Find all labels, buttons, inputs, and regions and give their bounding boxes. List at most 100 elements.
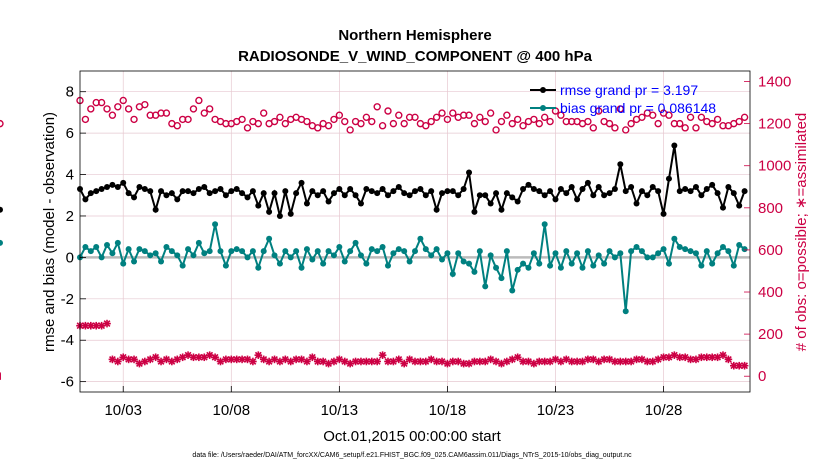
rmse-point (439, 190, 446, 197)
bias-point (309, 256, 316, 263)
asterisk-stroke (249, 358, 257, 365)
possible-obs-point (681, 124, 689, 132)
possible-obs-point (546, 117, 554, 126)
rmse-point (482, 192, 489, 199)
rmse-point (87, 190, 94, 197)
possible-obs-point (584, 117, 592, 126)
asterisk-stroke (454, 358, 462, 365)
rmse-point (303, 200, 310, 207)
assimilated-obs-point (130, 355, 138, 364)
assimilated-obs-point (411, 357, 419, 366)
rmse-point (741, 188, 748, 195)
y-right-tick-label: 1400 (758, 74, 791, 91)
bias-point (363, 260, 370, 267)
assimilated-obs-point (400, 359, 408, 368)
rmse-point (152, 206, 159, 213)
rmse-point (325, 198, 332, 205)
bias-point (482, 283, 489, 290)
x-axis-label: Oct.01,2015 00:00:00 start (323, 428, 501, 445)
bias-point (368, 246, 375, 253)
rmse-point (341, 192, 348, 199)
rmse-point (412, 188, 418, 195)
bias-point (147, 252, 154, 259)
possible-obs-point (108, 111, 117, 119)
chart-subtitle: RADIOSONDE_V_WIND_COMPONENT @ 400 hPa (238, 48, 593, 65)
rmse-point (503, 190, 510, 197)
rmse-point (428, 188, 435, 195)
possible-obs-point (708, 119, 716, 128)
bias-point (352, 239, 359, 246)
bias-point (417, 235, 424, 242)
bias-point (649, 254, 656, 261)
asterisk-stroke (471, 358, 478, 365)
bias-point (682, 246, 689, 253)
rmse-point (293, 190, 300, 197)
bias-point (374, 248, 381, 255)
rmse-point (390, 188, 397, 195)
rmse-point (671, 142, 678, 149)
asterisk-stroke (638, 355, 646, 363)
rmse-point (320, 188, 327, 195)
rmse-point (530, 186, 537, 193)
rmse-point (557, 186, 564, 193)
rmse-point (455, 192, 462, 199)
bias-point (336, 244, 343, 251)
rmse-point (509, 194, 516, 201)
rmse-point (444, 188, 451, 195)
possible-obs-point (686, 113, 695, 122)
bias-point (131, 258, 138, 265)
asterisk-stroke (119, 353, 127, 361)
rmse-point (449, 188, 456, 195)
assimilated-obs-point (659, 353, 668, 362)
possible-obs-point (616, 105, 625, 113)
rmse-point (579, 186, 586, 193)
assimilated-obs-point (308, 353, 317, 362)
bias-point (628, 248, 635, 255)
bias-point (617, 250, 624, 257)
possible-obs-point (384, 107, 392, 115)
assimilated-obs-point (249, 357, 257, 366)
bias-point (709, 260, 716, 267)
assimilated-obs-point (708, 353, 716, 362)
x-tick-label: 10/03 (104, 402, 142, 419)
bias-point (525, 264, 532, 271)
bias-point (114, 239, 121, 246)
x-tick-label: 10/23 (537, 402, 575, 419)
rmse-point (655, 188, 662, 195)
y-right-tick-label: 1000 (758, 158, 791, 175)
rmse-point (660, 210, 667, 217)
rmse-point (493, 190, 500, 197)
asterisk-stroke (238, 355, 246, 363)
rmse-point (644, 192, 651, 199)
asterisk-stroke (433, 358, 441, 365)
possible-obs-point (357, 119, 365, 128)
bias-point (428, 252, 435, 259)
rmse-point (368, 188, 375, 195)
bias-point (233, 246, 240, 253)
asterisk-stroke (406, 355, 414, 363)
rmse-point (233, 186, 240, 193)
rmse-point (217, 186, 224, 193)
rmse-point (665, 175, 672, 182)
possible-obs-point (335, 111, 344, 119)
assimilated-obs-point (292, 355, 300, 364)
bias-point (276, 260, 283, 267)
rmse-point (687, 188, 694, 195)
possible-obs-point (649, 111, 657, 119)
rmse-point (190, 190, 197, 197)
asterisk-stroke (552, 355, 559, 363)
possible-obs-point (513, 115, 522, 124)
possible-obs-point (189, 105, 198, 113)
rmse-point (222, 192, 229, 199)
rmse-point (498, 206, 505, 213)
asterisk-stroke (303, 358, 311, 365)
asterisk-stroke (633, 355, 640, 363)
possible-obs-point (622, 126, 630, 134)
bias-point (671, 235, 678, 242)
asterisk-stroke (341, 358, 349, 365)
bias-point (320, 260, 327, 267)
bias-point (449, 270, 456, 277)
asterisk-stroke (395, 355, 403, 363)
rmse-point (514, 198, 521, 205)
